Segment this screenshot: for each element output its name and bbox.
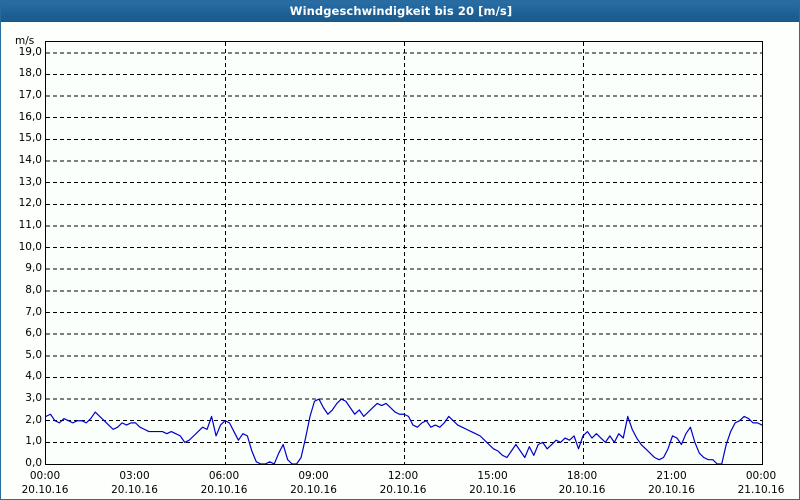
x-axis-tick-date: 20.10.16 <box>21 484 69 496</box>
y-axis-unit-label: m/s <box>15 35 35 47</box>
y-axis-tick-label: 14,0 <box>18 154 42 167</box>
y-axis-tick-label: 6,0 <box>25 327 42 340</box>
y-axis-tick-label: 17,0 <box>18 89 42 102</box>
y-axis-tick-label: 12,0 <box>18 197 42 210</box>
x-axis-tick-time: 03:00 <box>119 470 150 482</box>
x-axis-tick-time: 21:00 <box>656 470 687 482</box>
x-axis-tick-time: 12:00 <box>387 470 419 482</box>
y-axis-tick-label: 9,0 <box>25 262 42 275</box>
x-axis-tick-label: 00:00 21.10.16 <box>738 469 785 497</box>
x-axis-tick-date: 20.10.16 <box>558 484 606 496</box>
x-axis-tick-time: 00:00 <box>29 470 61 482</box>
wind-speed-series-line <box>46 398 762 464</box>
x-axis-tick-label: 00:00 20.10.16 <box>22 469 69 497</box>
x-axis-tick-date: 20.10.16 <box>200 484 248 496</box>
y-axis-tick-label: 1,0 <box>25 435 42 448</box>
y-axis-tick-label: 4,0 <box>25 370 42 383</box>
x-axis-tick-time: 18:00 <box>566 470 598 482</box>
x-axis-tick-label: 15:00 20.10.16 <box>469 469 516 497</box>
x-axis-tick-date: 20.10.16 <box>111 484 158 496</box>
x-axis-tick-time: 00:00 <box>745 470 777 482</box>
y-axis-tick-label: 11,0 <box>18 218 42 231</box>
x-axis-tick-time: 06:00 <box>208 470 240 482</box>
x-axis-tick-date: 21.10.16 <box>737 484 785 496</box>
y-axis-tick-label: 15,0 <box>18 132 42 145</box>
x-axis-tick-label: 03:00 20.10.16 <box>111 469 158 497</box>
y-axis-tick-label: 13,0 <box>18 175 42 188</box>
y-axis-tick-label: 2,0 <box>25 413 42 426</box>
y-axis-tick-label: 10,0 <box>18 240 42 253</box>
x-axis-tick-date: 20.10.16 <box>379 484 427 496</box>
y-axis-tick-label: 8,0 <box>25 283 42 296</box>
x-axis-tick-date: 20.10.16 <box>648 484 695 496</box>
x-axis-tick-label: 21:00 20.10.16 <box>648 469 695 497</box>
x-axis-tick-date: 20.10.16 <box>469 484 516 496</box>
x-axis-tick-date: 20.10.16 <box>290 484 337 496</box>
y-axis-tick-label: 5,0 <box>25 348 42 361</box>
y-axis-tick-label: 19,0 <box>18 45 42 58</box>
x-axis-tick-label: 09:00 20.10.16 <box>290 469 337 497</box>
y-axis-tick-label: 3,0 <box>25 392 42 405</box>
chart-title: Windgeschwindigkeit bis 20 [m/s] <box>289 4 513 18</box>
x-axis-tick-label: 18:00 20.10.16 <box>559 469 606 497</box>
y-axis-tick-labels: 0,0 1,0 2,0 3,0 4,0 5,0 6,0 7,0 8,0 9,0 10,0 11,0 12… <box>1 1 42 499</box>
chart-gridlines <box>46 42 762 464</box>
x-axis-tick-time: 09:00 <box>298 470 329 482</box>
y-axis-tick-label: 7,0 <box>25 305 42 318</box>
y-axis-tick-label: 18,0 <box>18 67 42 80</box>
y-axis-tick-label: 0,0 <box>25 457 42 469</box>
chart-title-bar: Windgeschwindigkeit bis 20 [m/s] <box>1 1 799 22</box>
x-axis-tick-label: 12:00 20.10.16 <box>380 469 427 497</box>
x-axis-tick-time: 15:00 <box>477 470 508 482</box>
y-axis-tick-label: 16,0 <box>18 110 42 123</box>
plot-area <box>45 41 763 465</box>
x-axis-tick-label: 06:00 20.10.16 <box>201 469 248 497</box>
